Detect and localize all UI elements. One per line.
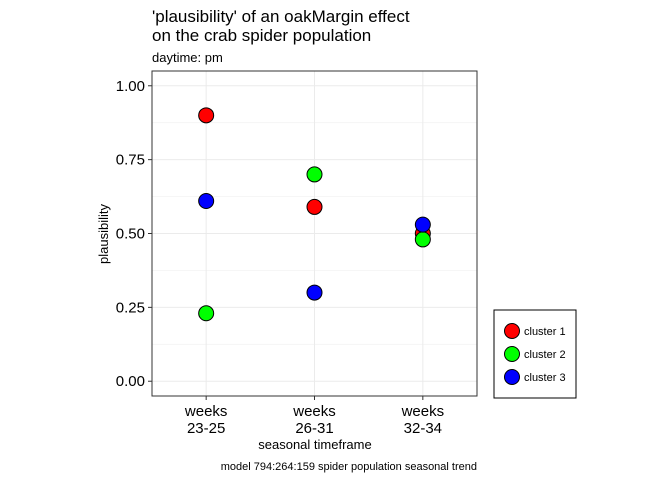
chart-title-line: 'plausibility' of an oakMargin effect <box>152 7 410 26</box>
x-tick-label-line: 23-25 <box>187 420 225 437</box>
chart-title-line: on the crab spider population <box>152 26 371 45</box>
legend-label: cluster 1 <box>524 326 566 338</box>
x-tick-label: weeks 23-25 <box>184 403 228 437</box>
data-point-cluster-3 <box>414 216 431 233</box>
legend-key <box>504 346 520 362</box>
data-point-cluster-2 <box>306 166 323 183</box>
data-point-cluster-3 <box>198 193 215 209</box>
data-point-cluster-2 <box>198 305 215 322</box>
chart-subtitle: daytime: pm <box>152 50 223 65</box>
x-tick-label-line: weeks <box>401 403 445 420</box>
y-axis-label: plausibility <box>96 204 111 264</box>
data-point-cluster-2 <box>414 231 431 248</box>
legend-key <box>504 369 520 385</box>
x-tick-label-line: 32-34 <box>404 420 442 437</box>
x-tick-label: weeks 26-31 <box>292 403 336 437</box>
y-tick-label: 1.00 <box>116 78 145 95</box>
y-tick-label: 0.00 <box>116 373 145 390</box>
x-tick-label-line: 26-31 <box>295 420 333 437</box>
data-point-cluster-1 <box>198 107 215 124</box>
data-point-cluster-3 <box>306 284 323 301</box>
legend-label: cluster 2 <box>524 349 566 361</box>
y-tick-label: 0.25 <box>116 299 145 316</box>
x-tick-label-line: weeks <box>184 403 228 420</box>
y-tick-label: 0.75 <box>116 152 145 169</box>
data-point-cluster-1 <box>306 198 323 215</box>
y-tick-label: 0.50 <box>116 226 145 243</box>
y-axis: 0.00 0.25 0.50 0.75 1.00 <box>116 78 152 390</box>
chart-caption: model 794:264:159 spider population seas… <box>221 461 477 473</box>
x-tick-label-line: weeks <box>292 403 336 420</box>
legend: cluster 1 cluster 2 cluster 3 <box>493 309 577 399</box>
legend-label: cluster 3 <box>524 372 566 384</box>
x-axis-label: seasonal timeframe <box>258 437 371 452</box>
chart-title: 'plausibility' of an oakMargin effect on … <box>152 7 410 45</box>
data-points <box>198 107 431 322</box>
x-tick-label: weeks 32-34 <box>401 403 445 437</box>
legend-key <box>504 323 520 339</box>
